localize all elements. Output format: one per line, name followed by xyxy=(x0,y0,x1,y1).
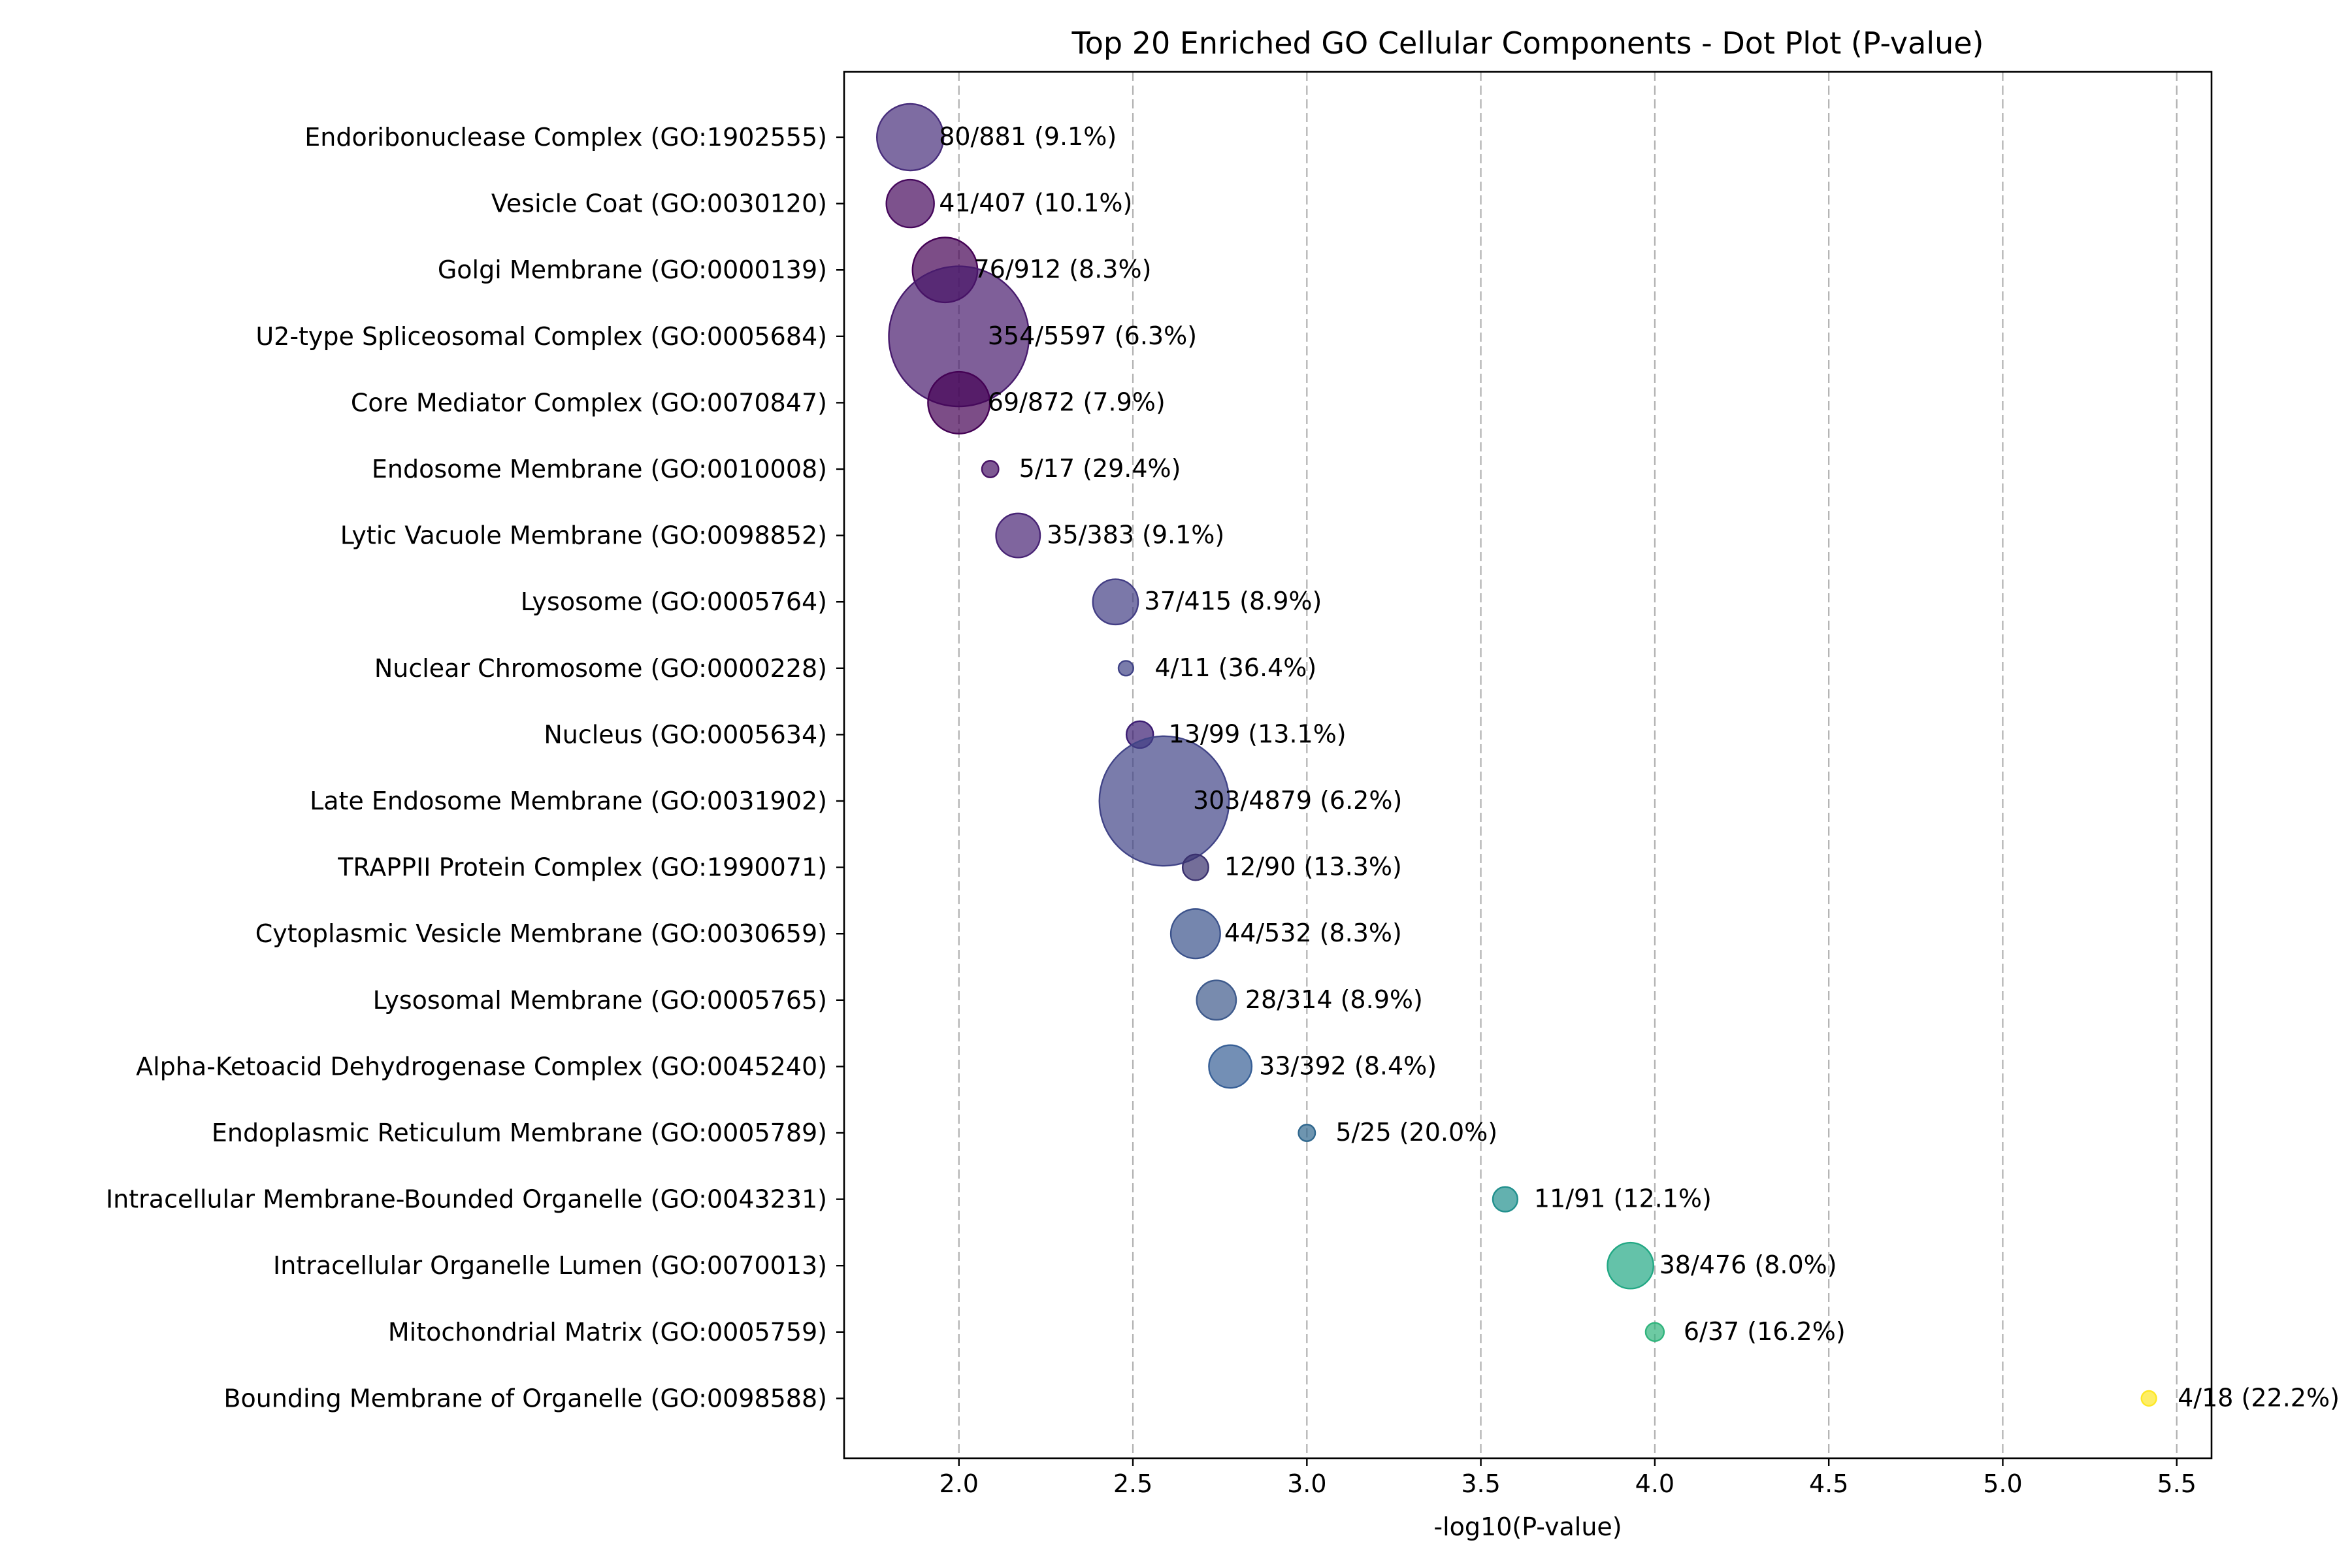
bubble-point xyxy=(1117,660,1134,677)
bubble-point xyxy=(1196,979,1237,1021)
bubble-point xyxy=(1298,1124,1316,1142)
bubble-point xyxy=(927,370,991,434)
x-tick-label: 5.0 xyxy=(1983,1469,2022,1498)
bubble-point xyxy=(1169,908,1221,960)
x-tick-label: 2.5 xyxy=(1113,1469,1152,1498)
x-axis-label: -log10(P-value) xyxy=(1433,1512,1622,1541)
y-tick-label: Lytic Vacuole Membrane (GO:0098852) xyxy=(340,521,827,550)
bubble-point xyxy=(1644,1322,1665,1342)
y-tick-label: Lysosome (GO:0005764) xyxy=(521,587,827,616)
bubble-point xyxy=(1098,735,1230,867)
bubble-point xyxy=(1092,578,1139,626)
bubble-point xyxy=(1492,1186,1518,1213)
y-tick-label: Mitochondrial Matrix (GO:0005759) xyxy=(388,1318,827,1347)
bubble-point xyxy=(995,512,1041,559)
data-labels: 80/881 (9.1%) 41/407 (10.1%) 76/912 (8.3%)… xyxy=(939,122,2340,1412)
plot-frame xyxy=(843,71,2213,1460)
chart-title: Top 20 Enriched GO Cellular Components -… xyxy=(1071,25,1984,61)
bubble-point xyxy=(875,103,945,172)
data-label: 35/383 (9.1%) xyxy=(1047,521,1224,549)
data-label: 303/4879 (6.2%) xyxy=(1193,786,1402,815)
y-tick-label: Golgi Membrane (GO:0000139) xyxy=(438,255,827,284)
y-tick-label: Core Mediator Complex (GO:0070847) xyxy=(351,388,827,417)
y-tick-label: Alpha-Ketoacid Dehydrogenase Complex (GO… xyxy=(136,1052,827,1081)
data-label: 11/91 (12.1%) xyxy=(1534,1184,1712,1213)
y-tick-label: Nuclear Chromosome (GO:0000228) xyxy=(374,654,827,683)
x-tick-label: 2.0 xyxy=(939,1469,979,1498)
y-tick-label: Intracellular Organelle Lumen (GO:007001… xyxy=(273,1251,827,1280)
x-tick-label: 4.5 xyxy=(1809,1469,1848,1498)
data-label: 13/99 (13.1%) xyxy=(1169,719,1347,748)
data-label: 354/5597 (6.3%) xyxy=(988,321,1197,350)
x-axis: 2.0 2.5 3.0 3.5 4.0 4.5 5.0 5.5 xyxy=(939,1458,2197,1498)
data-label: 12/90 (13.3%) xyxy=(1224,853,1402,881)
bubble-point xyxy=(1208,1044,1253,1089)
y-tick-label: U2-type Spliceosomal Complex (GO:0005684… xyxy=(255,322,827,351)
bubbles xyxy=(875,103,2157,1407)
data-label: 5/25 (20.0%) xyxy=(1335,1118,1497,1147)
data-label: 6/37 (16.2%) xyxy=(1684,1317,1846,1346)
bubble-point xyxy=(1181,853,1209,881)
y-tick-label: Bounding Membrane of Organelle (GO:00985… xyxy=(223,1384,827,1413)
data-label: 4/18 (22.2%) xyxy=(2178,1383,2340,1412)
y-tick-label: Nucleus (GO:0005634) xyxy=(544,720,827,749)
bubble-point xyxy=(2140,1390,2157,1407)
y-tick-label: Cytoplasmic Vesicle Membrane (GO:0030659… xyxy=(255,919,827,948)
data-label: 44/532 (8.3%) xyxy=(1224,919,1402,947)
y-tick-label: Endoribonuclease Complex (GO:1902555) xyxy=(304,123,827,152)
data-label: 33/392 (8.4%) xyxy=(1259,1051,1437,1080)
bubble-point xyxy=(885,178,935,229)
data-label: 37/415 (8.9%) xyxy=(1144,587,1322,615)
y-tick-label: Intracellular Membrane-Bounded Organelle… xyxy=(106,1185,827,1214)
bubble-point xyxy=(981,460,1000,478)
bubble-point xyxy=(1607,1241,1654,1290)
data-label: 38/476 (8.0%) xyxy=(1659,1250,1837,1279)
data-label: 69/872 (7.9%) xyxy=(988,387,1166,416)
y-axis: Endoribonuclease Complex (GO:1902555) Ves… xyxy=(106,123,844,1413)
data-label: 41/407 (10.1%) xyxy=(939,189,1132,218)
x-tick-label: 5.5 xyxy=(2157,1469,2197,1498)
x-tick-label: 3.5 xyxy=(1461,1469,1500,1498)
y-tick-label: Lysosomal Membrane (GO:0005765) xyxy=(373,986,827,1015)
data-label: 80/881 (9.1%) xyxy=(939,122,1117,151)
y-tick-label: Endosome Membrane (GO:0010008) xyxy=(372,455,827,483)
data-label: 5/17 (29.4%) xyxy=(1019,454,1181,483)
data-label: 76/912 (8.3%) xyxy=(973,255,1151,284)
y-tick-label: TRAPPII Protein Complex (GO:1990071) xyxy=(337,853,827,882)
data-label: 4/11 (36.4%) xyxy=(1154,653,1316,682)
y-tick-label: Endoplasmic Reticulum Membrane (GO:00057… xyxy=(212,1119,827,1147)
x-tick-label: 4.0 xyxy=(1635,1469,1674,1498)
data-label: 28/314 (8.9%) xyxy=(1245,985,1423,1014)
y-tick-label: Vesicle Coat (GO:0030120) xyxy=(491,189,827,218)
x-tick-label: 3.0 xyxy=(1287,1469,1326,1498)
y-tick-label: Late Endosome Membrane (GO:0031902) xyxy=(310,787,827,815)
